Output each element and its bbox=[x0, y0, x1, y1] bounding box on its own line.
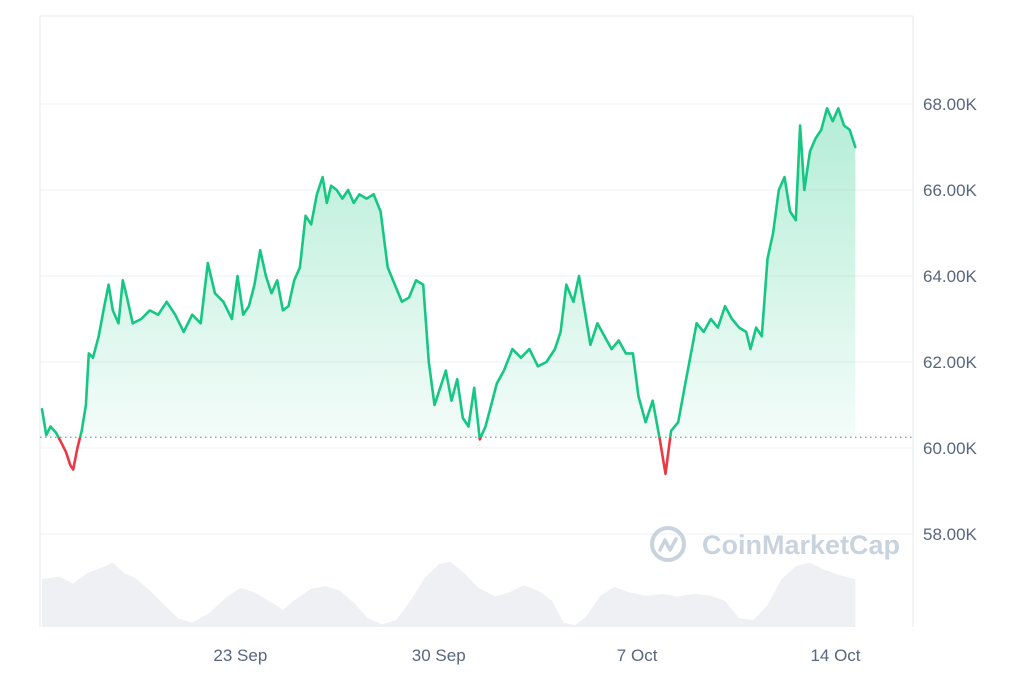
coinmarketcap-watermark: CoinMarketCap bbox=[650, 526, 900, 562]
volume-area bbox=[42, 561, 856, 627]
x-tick-label-2: 7 Oct bbox=[617, 646, 658, 665]
x-tick-label-3: 14 Oct bbox=[810, 646, 860, 665]
y-tick-label-1: 60.00K bbox=[923, 439, 978, 458]
y-tick-label-5: 68.00K bbox=[923, 95, 978, 114]
y-axis-labels: 58.00K 60.00K 62.00K 64.00K 66.00K 68.00K bbox=[923, 95, 978, 544]
y-tick-label-3: 64.00K bbox=[923, 267, 978, 286]
price-line-up bbox=[40, 107, 857, 438]
x-tick-label-0: 23 Sep bbox=[213, 646, 267, 665]
price-line bbox=[40, 107, 857, 476]
x-tick-label-1: 30 Sep bbox=[412, 646, 466, 665]
price-area-fill bbox=[42, 108, 856, 438]
watermark-text: CoinMarketCap bbox=[702, 530, 900, 560]
y-tick-label-0: 58.00K bbox=[923, 525, 978, 544]
volume-shape bbox=[42, 561, 856, 627]
x-axis-labels: 23 Sep 30 Sep 7 Oct 14 Oct bbox=[213, 646, 860, 665]
price-area bbox=[42, 108, 856, 438]
coinmarketcap-logo-icon bbox=[650, 526, 686, 562]
y-tick-label-2: 62.00K bbox=[923, 353, 978, 372]
y-tick-label-4: 66.00K bbox=[923, 181, 978, 200]
